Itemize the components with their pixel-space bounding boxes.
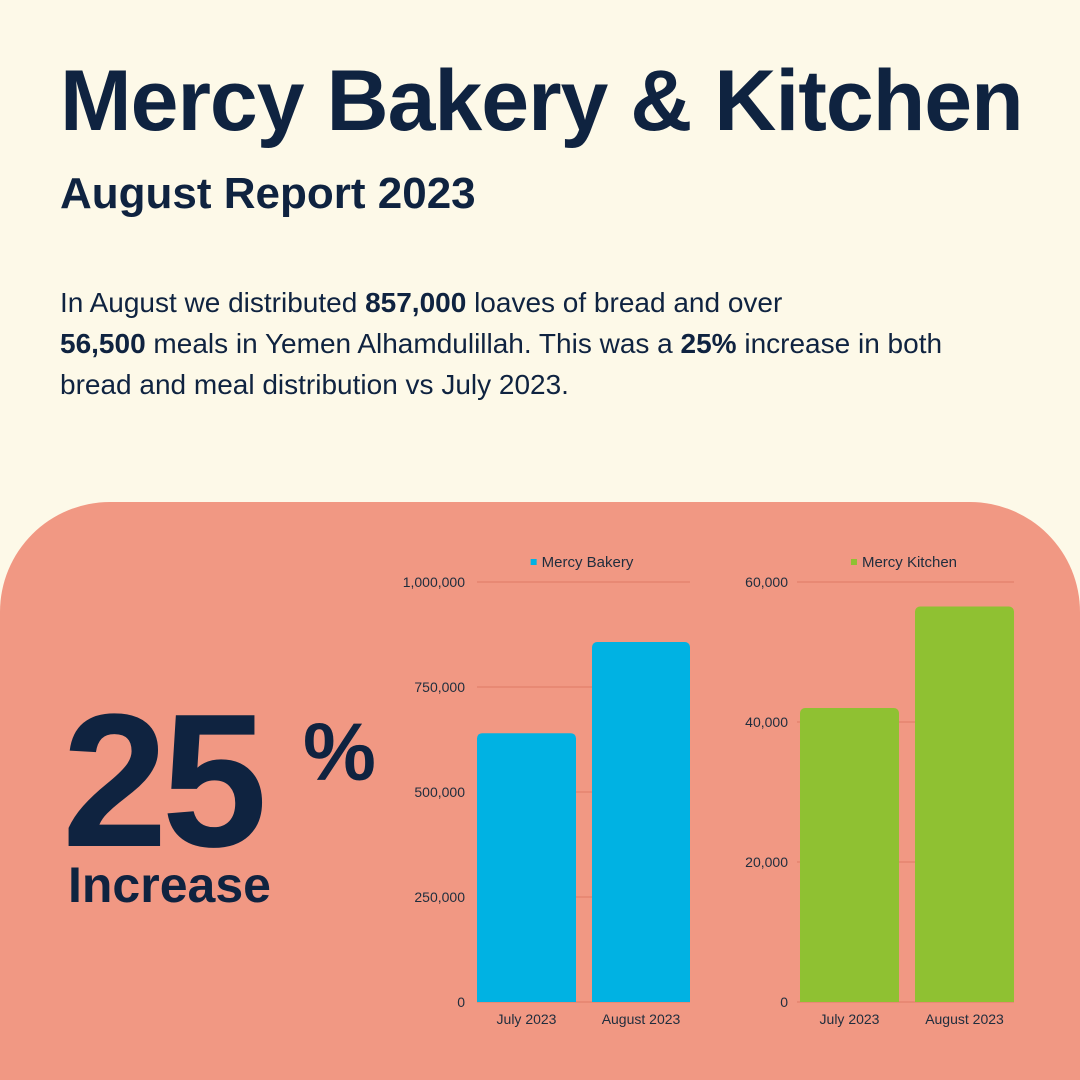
bakery-x-tick-label: August 2023: [602, 1011, 681, 1027]
kitchen-x-tick-label: August 2023: [925, 1011, 1004, 1027]
bakery-bar-base-1: [477, 994, 576, 1002]
page-subtitle: August Report 2023: [60, 169, 476, 218]
increase-unit: %: [303, 707, 376, 798]
intro-text-2: loaves of bread and over: [466, 287, 783, 318]
bakery-y-tick-label: 500,000: [414, 784, 465, 800]
bakery-bar-base-2: [592, 994, 690, 1002]
intro-bread-count: 857,000: [365, 287, 467, 318]
kitchen-bar-2: [915, 606, 1014, 1002]
kitchen-y-tick-label: 0: [780, 994, 788, 1010]
bakery-legend-swatch: [530, 559, 537, 565]
bakery-x-tick-label: July 2023: [497, 1011, 557, 1027]
bakery-y-tick-label: 1,000,000: [403, 574, 465, 590]
intro-text-3: meals in Yemen Alhamdulillah. This was a: [145, 328, 681, 359]
bakery-chart: 0 250,000 500,000 750,000 1,000,000 July 2023…: [403, 554, 690, 1027]
bakery-y-tick-label: 750,000: [414, 679, 465, 695]
intro-text-4: increase in both bread and meal distribu…: [60, 328, 943, 400]
kitchen-x-tick-label: July 2023: [820, 1011, 880, 1027]
bakery-bar-1: [477, 733, 576, 1002]
increase-value: 25: [62, 675, 267, 887]
kitchen-chart: 0 20,000 40,000 60,000 July 2023 August 2023 M…: [745, 554, 1014, 1027]
kitchen-y-tick-label: 60,000: [745, 574, 788, 590]
kitchen-bar-base-1: [800, 994, 899, 1002]
bakery-bar-2: [592, 642, 690, 1002]
intro-increase: 25%: [680, 328, 737, 359]
kitchen-bar-base-2: [915, 994, 1014, 1002]
kitchen-bar-1: [800, 708, 899, 1002]
intro-meal-count: 56,500: [60, 328, 146, 359]
bakery-legend-label: Mercy Bakery: [542, 554, 634, 571]
kitchen-legend-swatch: [850, 559, 857, 565]
bakery-y-tick-label: 250,000: [414, 889, 465, 905]
intro-paragraph: In August we distributed 857,000 loaves …: [60, 282, 1020, 405]
intro-text-1: In August we distributed: [60, 287, 366, 318]
bakery-y-tick-label: 0: [457, 994, 465, 1010]
kitchen-legend-label: Mercy Kitchen: [862, 554, 957, 571]
increase-caption: Increase: [68, 857, 271, 913]
kitchen-y-tick-label: 20,000: [745, 854, 788, 870]
kitchen-y-tick-label: 40,000: [745, 714, 788, 730]
page-title: Mercy Bakery & Kitchen: [60, 53, 1024, 149]
